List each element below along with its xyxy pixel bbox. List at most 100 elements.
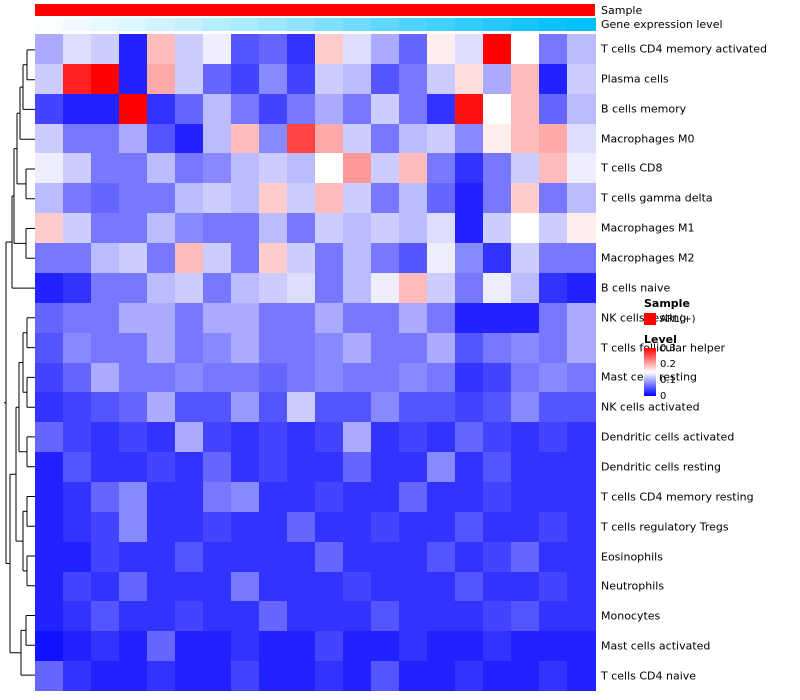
heatmap-cell xyxy=(175,34,204,65)
heatmap-cell xyxy=(175,571,204,602)
heatmap-cell xyxy=(147,34,176,65)
heatmap-cell xyxy=(567,123,596,154)
heatmap-cell xyxy=(511,541,540,573)
heatmap-cell xyxy=(119,481,148,513)
heatmap-cell xyxy=(511,362,540,393)
heatmap-cell xyxy=(175,661,204,692)
heatmap-cell xyxy=(63,392,92,423)
heatmap-cell xyxy=(63,183,92,214)
heatmap-cell xyxy=(427,213,456,244)
heatmap-cell xyxy=(91,481,120,513)
level-tick-0.1: 0.1 xyxy=(660,375,676,386)
level-tick-0.2: 0.2 xyxy=(660,359,676,370)
row-label: NK cells resting xyxy=(601,311,687,325)
heatmap-cell xyxy=(287,661,316,692)
heatmap-cell xyxy=(63,422,92,453)
heatmap-cell xyxy=(315,302,344,334)
heatmap-cell xyxy=(35,63,64,95)
heatmap-cell xyxy=(455,153,484,184)
heatmap-cell xyxy=(427,511,456,543)
heatmap-cell xyxy=(455,422,484,453)
heatmap-cell xyxy=(259,332,288,363)
heatmap-cell xyxy=(371,332,400,363)
heatmap-cell xyxy=(483,511,512,543)
heatmap-cell xyxy=(147,601,176,632)
heatmap-cell xyxy=(483,481,512,513)
heatmap-cell xyxy=(287,511,316,543)
heatmap-cell xyxy=(63,153,92,184)
heatmap-cell xyxy=(147,392,176,423)
heatmap-cell xyxy=(399,661,428,692)
heatmap-cell xyxy=(483,302,512,334)
heatmap-cell xyxy=(259,541,288,573)
gene-expression-annotation-cell xyxy=(287,18,316,31)
gene-expression-annotation-cell xyxy=(539,18,568,31)
row-label: B cells memory xyxy=(601,102,687,116)
heatmap-cell xyxy=(567,541,596,573)
heatmap-cell xyxy=(427,93,456,125)
heatmap-cell xyxy=(483,123,512,154)
heatmap-cell xyxy=(287,481,316,513)
heatmap-cell xyxy=(315,392,344,423)
heatmap-cell xyxy=(371,213,400,244)
heatmap-cell xyxy=(147,631,176,662)
heatmap-cell xyxy=(483,93,512,125)
heatmap-cell xyxy=(91,511,120,543)
heatmap-cell xyxy=(427,183,456,214)
heatmap-cell xyxy=(231,123,260,154)
heatmap-cell xyxy=(35,332,64,363)
heatmap-cell xyxy=(35,362,64,393)
heatmap-cell xyxy=(455,571,484,602)
heatmap-cell xyxy=(259,392,288,423)
heatmap-cell xyxy=(567,571,596,602)
heatmap-cell xyxy=(371,661,400,692)
heatmap-cell xyxy=(175,481,204,513)
heatmap-cell xyxy=(315,541,344,573)
heatmap-cell xyxy=(259,243,288,274)
heatmap-cell xyxy=(203,123,232,154)
gene-expression-annotation-cell xyxy=(343,18,372,31)
heatmap-cell xyxy=(231,452,260,483)
heatmap-cell xyxy=(287,243,316,274)
heatmap-cell xyxy=(539,272,568,304)
heatmap-cell xyxy=(511,93,540,125)
heatmap-cell xyxy=(119,661,148,692)
heatmap-cell xyxy=(175,332,204,363)
heatmap-cell xyxy=(91,123,120,154)
heatmap-cell xyxy=(427,243,456,274)
row-label: Neutrophils xyxy=(601,579,665,593)
heatmap-cell xyxy=(315,153,344,184)
heatmap-cell xyxy=(287,631,316,662)
heatmap-cell xyxy=(259,183,288,214)
heatmap-cell xyxy=(399,302,428,334)
heatmap-cell xyxy=(427,422,456,453)
row-label: T cells regulatory Tregs xyxy=(601,520,729,534)
heatmap-cell xyxy=(63,332,92,363)
heatmap-cell xyxy=(567,63,596,95)
row-label: T cells CD8 xyxy=(601,161,663,175)
heatmap-cell xyxy=(371,183,400,214)
heatmap-cell xyxy=(231,511,260,543)
heatmap-cell xyxy=(399,153,428,184)
heatmap-cell xyxy=(539,183,568,214)
heatmap-cell xyxy=(35,422,64,453)
heatmap-cell xyxy=(259,661,288,692)
heatmap-cell xyxy=(371,541,400,573)
heatmap-cell xyxy=(539,511,568,543)
heatmap-cell xyxy=(511,601,540,632)
heatmap-cell xyxy=(427,34,456,65)
heatmap-cell xyxy=(315,213,344,244)
heatmap-cell xyxy=(539,63,568,95)
heatmap-cell xyxy=(511,571,540,602)
heatmap-cell xyxy=(343,272,372,304)
row-label: Dendritic cells activated xyxy=(601,430,735,444)
heatmap-cell xyxy=(567,34,596,65)
heatmap-cell xyxy=(567,362,596,393)
heatmap-cell xyxy=(343,123,372,154)
heatmap-cell xyxy=(259,34,288,65)
gene-expression-annotation-bar xyxy=(35,18,596,31)
heatmap-cell xyxy=(203,452,232,483)
level-legend-gradient-bar xyxy=(644,348,656,396)
gene-expression-annotation-cell xyxy=(483,18,512,31)
heatmap-cell xyxy=(147,661,176,692)
